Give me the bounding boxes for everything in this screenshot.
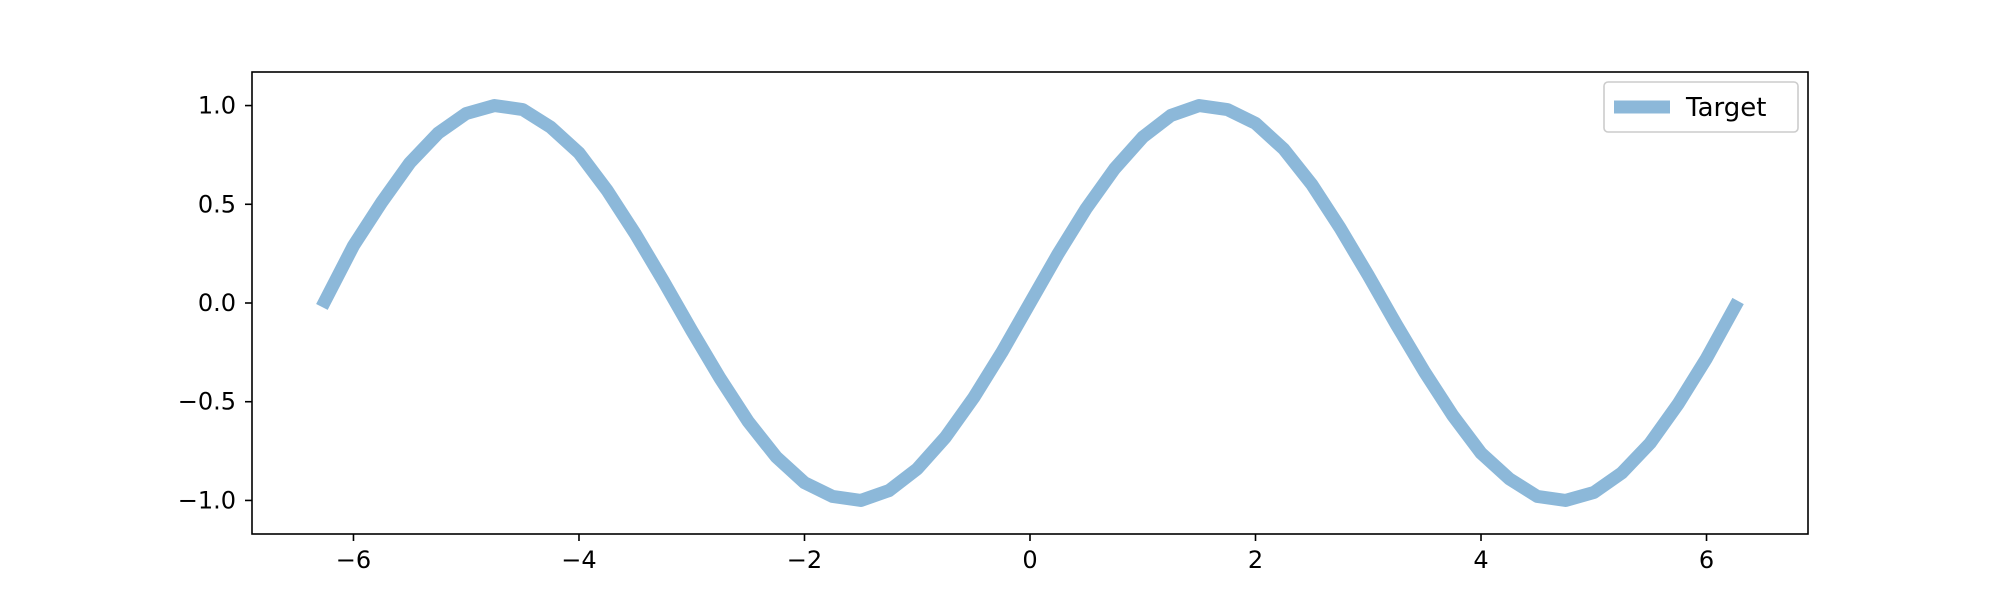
x-tick-label: −4 — [561, 546, 596, 574]
y-tick-label: 0.5 — [198, 190, 236, 218]
y-tick-label: −0.5 — [178, 388, 236, 416]
series-layer — [316, 99, 1744, 507]
legend-label-target: Target — [1685, 93, 1766, 123]
y-tick-label: −1.0 — [178, 486, 236, 514]
series-line-target — [316, 99, 1744, 507]
x-tick-label: −2 — [787, 546, 822, 574]
legend: Target — [1603, 81, 1799, 133]
y-tick-label: 1.0 — [198, 92, 236, 120]
x-tick-label: 0 — [1022, 546, 1037, 574]
x-tick-label: 6 — [1699, 546, 1714, 574]
y-axis: −1.0 −0.5 0.0 0.5 1.0 — [178, 92, 252, 514]
legend-box — [1603, 81, 1799, 133]
x-tick-label: −6 — [336, 546, 371, 574]
x-tick-label: 4 — [1473, 546, 1488, 574]
x-axis: −6 −4 −2 0 2 4 6 — [336, 534, 1714, 574]
y-tick-label: 0.0 — [198, 289, 236, 317]
x-tick-label: 2 — [1248, 546, 1263, 574]
